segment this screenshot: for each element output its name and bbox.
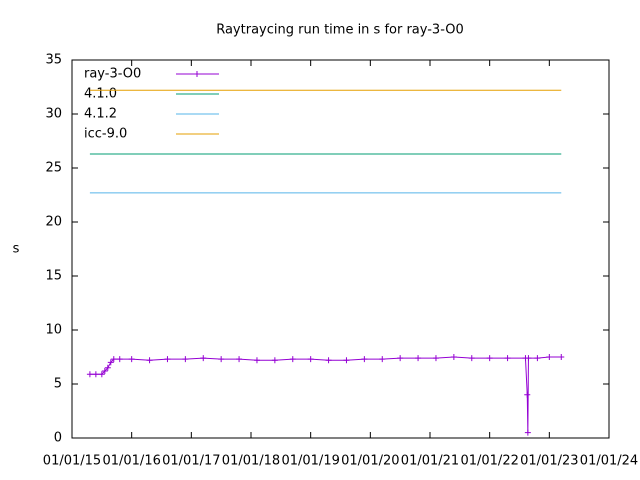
point-marker — [116, 356, 123, 363]
y-tick-label: 5 — [54, 377, 62, 392]
y-tick-label: 30 — [45, 107, 62, 122]
x-tick-label: 01/01/17 — [162, 454, 220, 469]
legend-label: 4.1.0 — [84, 87, 117, 102]
point-marker — [486, 355, 493, 362]
point-marker — [146, 357, 153, 364]
point-marker — [86, 371, 93, 378]
point-marker — [468, 355, 475, 362]
point-marker — [110, 356, 117, 363]
y-tick-label: 20 — [45, 215, 62, 230]
y-axis-label: s — [13, 242, 20, 257]
point-marker — [253, 357, 260, 364]
point-marker — [164, 356, 171, 363]
point-marker — [289, 356, 296, 363]
legend-label: ray-3-O0 — [84, 67, 141, 82]
x-tick-label: 01/01/24 — [580, 454, 638, 469]
point-marker — [432, 355, 439, 362]
point-marker — [107, 359, 114, 366]
point-marker — [98, 371, 105, 378]
y-tick-label: 10 — [45, 323, 62, 338]
point-marker — [397, 355, 404, 362]
point-marker — [415, 355, 422, 362]
y-tick-label: 15 — [45, 269, 62, 284]
point-marker — [128, 356, 135, 363]
point-marker — [92, 371, 99, 378]
point-marker — [525, 355, 532, 362]
point-marker — [325, 357, 332, 364]
x-tick-label: 01/01/18 — [222, 454, 280, 469]
point-marker — [379, 356, 386, 363]
x-tick-label: 01/01/21 — [401, 454, 459, 469]
x-tick-label: 01/01/22 — [460, 454, 518, 469]
x-tick-label: 01/01/23 — [520, 454, 578, 469]
point-marker — [307, 356, 314, 363]
point-marker — [101, 368, 108, 375]
point-marker — [361, 356, 368, 363]
chart-title: Raytraycing run time in s for ray-3-O0 — [216, 23, 464, 38]
point-marker — [504, 355, 511, 362]
point-marker — [343, 357, 350, 364]
y-tick-label: 25 — [45, 161, 62, 176]
x-tick-label: 01/01/16 — [102, 454, 160, 469]
point-marker — [104, 364, 111, 371]
legend-label: 4.1.2 — [84, 107, 117, 122]
point-marker — [182, 356, 189, 363]
y-tick-label: 35 — [45, 53, 62, 68]
x-tick-label: 01/01/19 — [281, 454, 339, 469]
point-marker — [236, 356, 243, 363]
point-marker — [546, 354, 553, 360]
point-marker — [450, 354, 457, 360]
point-marker — [524, 429, 531, 436]
point-marker — [524, 391, 531, 398]
point-marker — [218, 356, 225, 363]
plot-frame — [71, 59, 610, 439]
y-tick-label: 0 — [54, 431, 62, 446]
point-marker — [534, 355, 541, 362]
point-marker — [558, 354, 565, 360]
point-marker — [271, 357, 278, 364]
x-tick-label: 01/01/20 — [341, 454, 399, 469]
x-tick-label: 01/01/15 — [43, 454, 101, 469]
legend-label: icc-9.0 — [84, 127, 127, 142]
point-marker — [200, 355, 207, 362]
